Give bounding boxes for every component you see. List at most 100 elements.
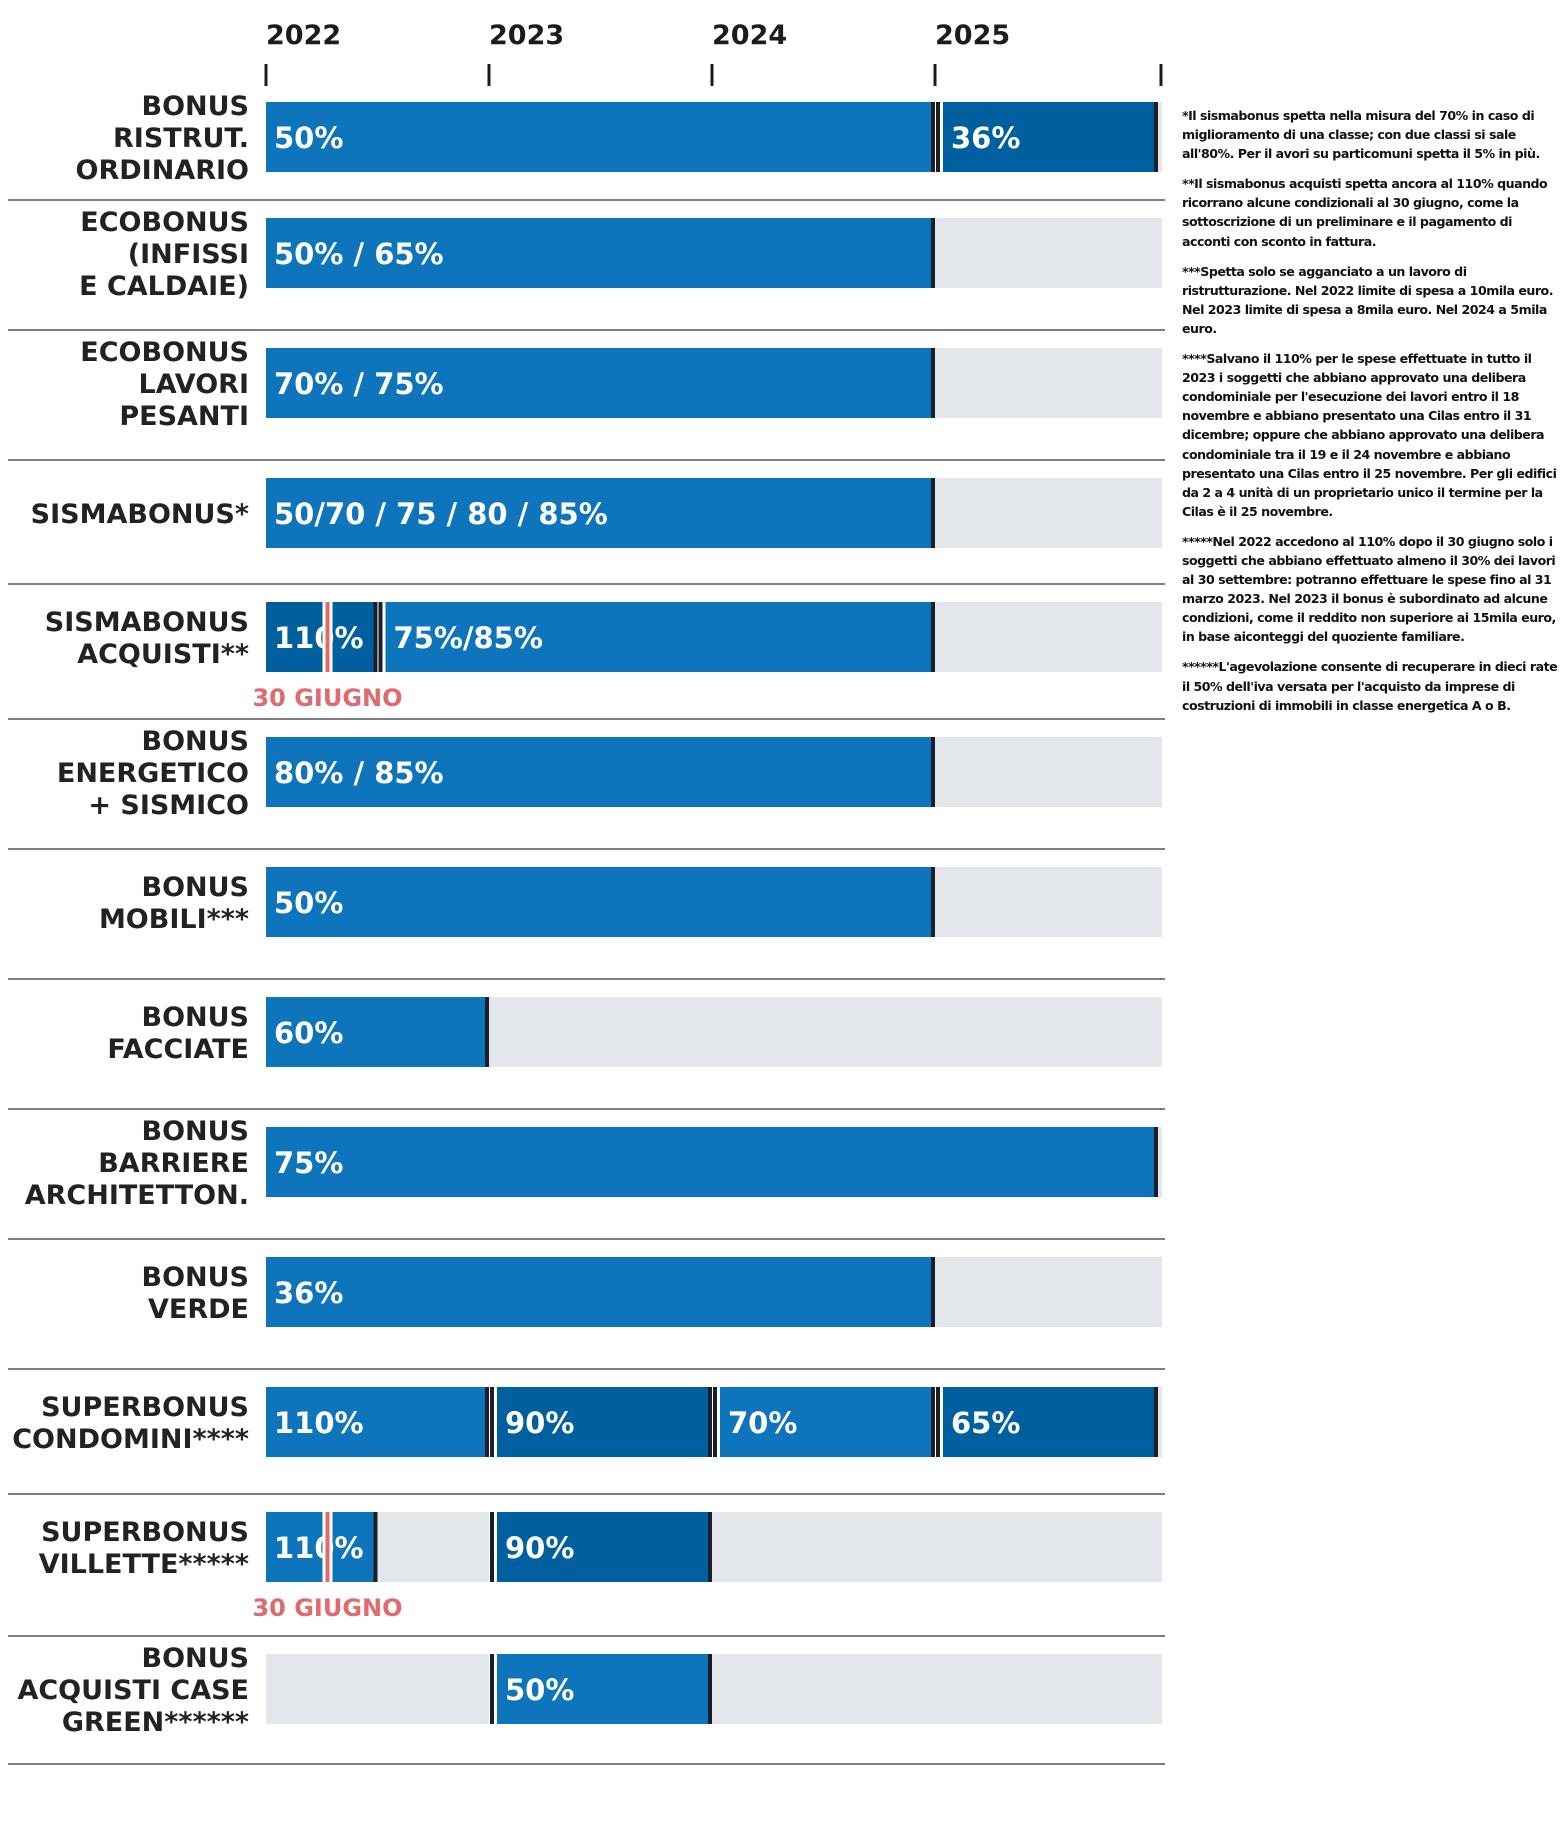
segment-separator <box>490 1512 494 1582</box>
row-label-line: LAVORI <box>139 369 249 400</box>
segment-end-marker <box>931 102 935 172</box>
row-label-line: BONUS <box>142 1116 250 1147</box>
row-label-line: CONDOMINI**** <box>12 1424 249 1455</box>
segment-end-marker <box>485 1387 489 1457</box>
timeline-bar-segment <box>943 102 1158 172</box>
bar-value-label: 50% <box>274 121 343 155</box>
row-label-line: GREEN****** <box>62 1707 249 1738</box>
year-axis: 2022 2023 2024 2025 <box>264 20 1163 86</box>
row-label-line: PESANTI <box>119 401 249 432</box>
deadline-marker <box>325 602 330 672</box>
row-label-line: SISMABONUS <box>45 607 249 638</box>
deadline-label: 30 GIUGNO <box>252 1594 402 1622</box>
row-label-line: BARRIERE <box>98 1148 249 1179</box>
segment-end-marker <box>708 1387 712 1457</box>
segment-end-marker <box>931 602 935 672</box>
timeline-bar-segment <box>266 997 489 1067</box>
timeline-bar-segment <box>266 737 935 807</box>
footnote-1: *Il sismabonus spetta nella misura del 7… <box>1182 108 1540 162</box>
segment-end-marker <box>373 1512 378 1582</box>
timeline-bar-segment <box>266 1257 935 1327</box>
year-tick-label: 2023 <box>489 20 564 51</box>
segment-end-marker <box>373 602 378 672</box>
row-label-line: VERDE <box>148 1294 249 1325</box>
timeline-bar-segment <box>943 1387 1158 1457</box>
bonus-row: 50/70 / 75 / 80 / 85% SISMABONUS* <box>8 478 1165 585</box>
timeline-bar-segment <box>497 1512 712 1582</box>
segment-end-marker <box>931 1387 935 1457</box>
row-label-line: BONUS <box>142 1262 250 1293</box>
row-label-line: BONUS <box>142 726 250 757</box>
timeline-bar-segment <box>497 1387 712 1457</box>
bar-value-label: 90% <box>505 1531 574 1565</box>
footnote-2: **Il sismabonus acquisti spetta ancora a… <box>1182 176 1548 249</box>
bar-value-label: 110% <box>274 621 364 655</box>
footnote-4: ****Salvano il 110% per le spese effettu… <box>1182 351 1557 519</box>
year-tick-label: 2024 <box>712 20 787 51</box>
timeline-bar-segment <box>266 1512 378 1582</box>
bar-value-label: 110% <box>274 1406 364 1440</box>
row-label-line: ORDINARIO <box>76 155 249 186</box>
timeline-track <box>266 1512 1162 1582</box>
segment-separator <box>490 1387 494 1457</box>
row-label-line: ENERGETICO <box>57 758 249 789</box>
row-label-line: BONUS <box>142 1643 250 1674</box>
segment-end-marker <box>485 997 489 1067</box>
row-label-line: ECOBONUS <box>80 207 249 238</box>
timeline-bar-segment <box>720 1387 935 1457</box>
segment-end-marker <box>931 478 935 548</box>
bar-value-label: 50/70 / 75 / 80 / 85% <box>274 497 608 531</box>
row-label-line: (INFISSI <box>128 239 249 270</box>
row-label-line: MOBILI*** <box>99 904 249 935</box>
row-label-line: ACQUISTI CASE <box>17 1675 249 1706</box>
row-label-line: ECOBONUS <box>80 337 249 368</box>
segment-end-marker <box>931 1257 935 1327</box>
row-label-line: SISMABONUS* <box>31 499 249 530</box>
segment-end-marker <box>931 737 935 807</box>
footnote-5: *****Nel 2022 accedono al 110% dopo il 3… <box>1182 533 1556 645</box>
row-label-line: E CALDAIE) <box>79 271 249 302</box>
bar-value-label: 36% <box>274 1276 343 1310</box>
segment-end-marker <box>931 348 935 418</box>
bonus-timeline-chart: 2022 2023 2024 2025 50% 36%BONUSRISTRUT.ORDI… <box>8 20 1165 1765</box>
segment-end-marker <box>708 1654 712 1724</box>
bar-value-label: 60% <box>274 1016 343 1050</box>
footnote-6: ******L'agevolazione consente di recuper… <box>1182 659 1558 713</box>
timeline-bar-segment <box>266 1127 1158 1197</box>
timeline-bar-segment <box>497 1654 712 1724</box>
timeline-bar-segment <box>266 1387 489 1457</box>
timeline-bar-segment <box>266 602 378 672</box>
row-label-line: SUPERBONUS <box>41 1517 249 1548</box>
bar-value-label: 36% <box>951 121 1020 155</box>
segment-end-marker <box>1154 1387 1158 1457</box>
segment-end-marker <box>708 1512 712 1582</box>
timeline-bar-segment <box>266 867 935 937</box>
bar-value-label: 80% / 85% <box>274 756 444 790</box>
segment-separator <box>378 602 383 672</box>
bar-value-label: 90% <box>505 1406 574 1440</box>
timeline-bar-segment <box>266 102 935 172</box>
deadline-label: 30 GIUGNO <box>252 684 402 712</box>
row-label-line: ACQUISTI** <box>77 639 249 670</box>
year-tick-label: 2025 <box>935 20 1010 51</box>
bar-value-label: 70% / 75% <box>274 367 444 401</box>
row-label-line: SUPERBONUS <box>41 1392 249 1423</box>
segment-end-marker <box>1154 1127 1158 1197</box>
row-label-line: VILLETTE***** <box>39 1549 249 1580</box>
timeline-bar-segment <box>385 602 935 672</box>
segment-separator <box>936 102 940 172</box>
bar-value-label: 50% <box>274 886 343 920</box>
row-label-line: FACCIATE <box>107 1034 249 1065</box>
segment-end-marker <box>1154 102 1158 172</box>
